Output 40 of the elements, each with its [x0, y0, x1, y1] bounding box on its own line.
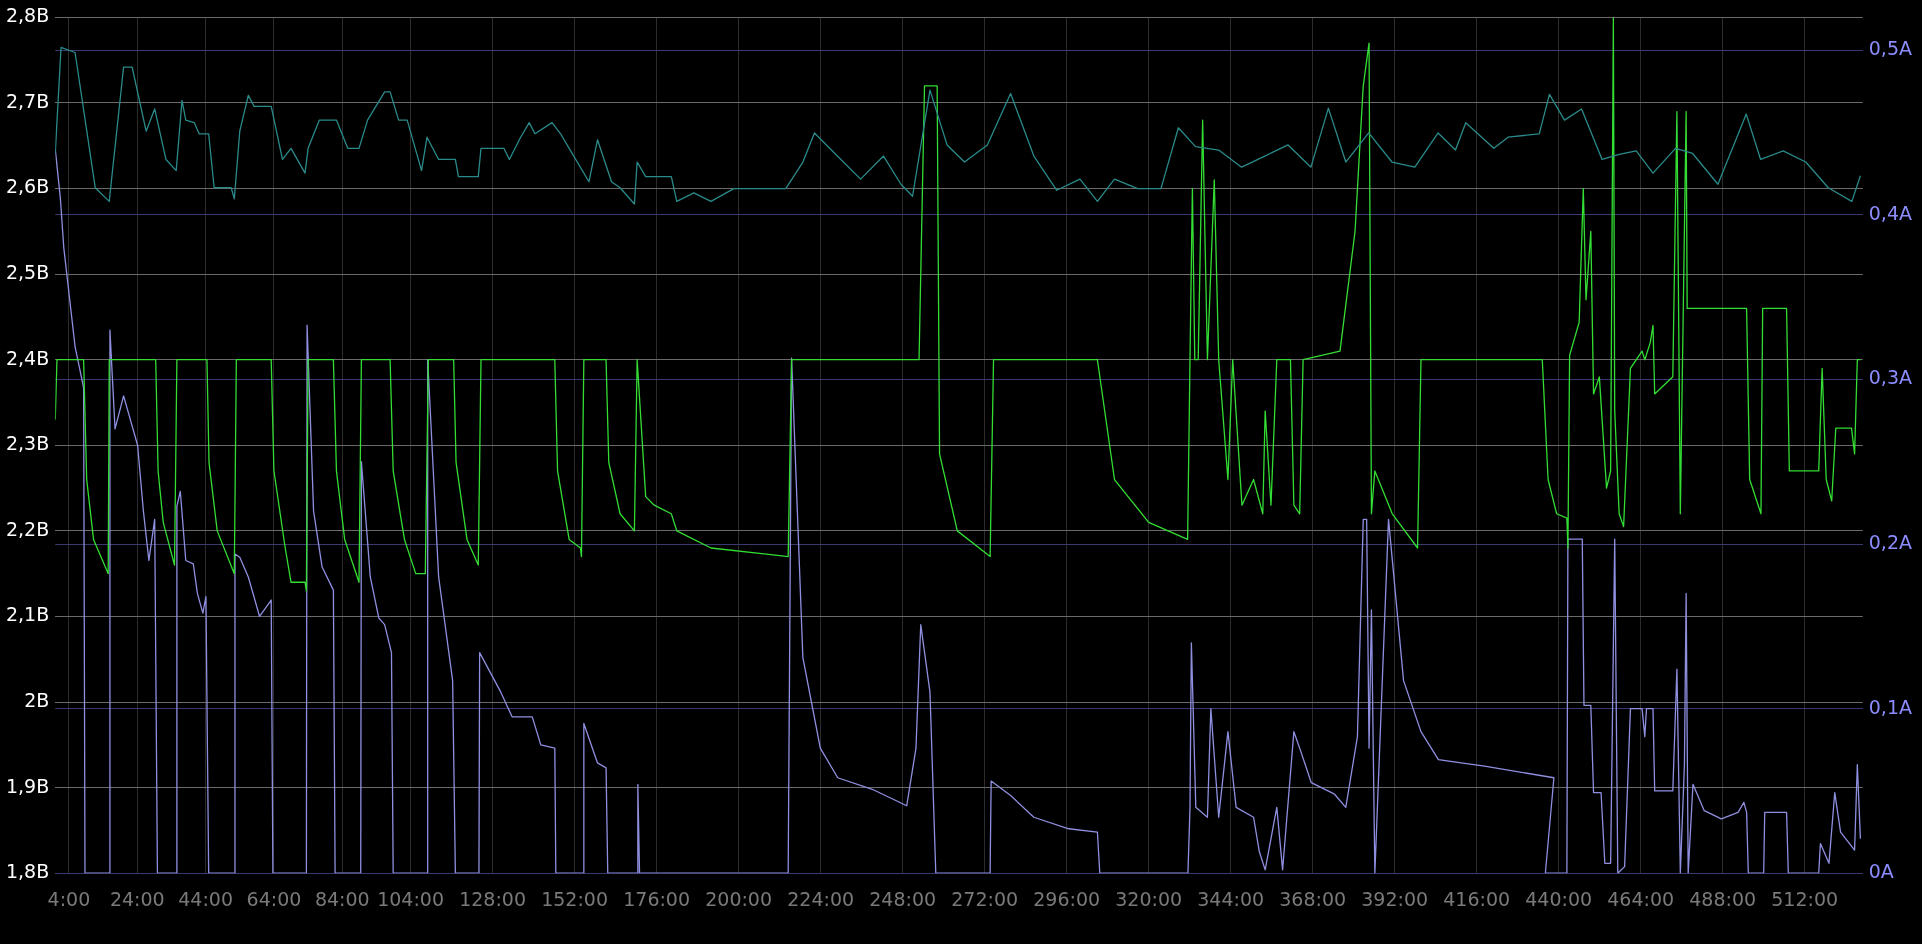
y-tick-label: 2,8В	[5, 4, 50, 27]
y-tick-label: 2,2В	[5, 517, 50, 540]
x-tick-label: 84:00	[314, 887, 370, 910]
x-tick-label: 4:00	[47, 887, 91, 910]
x-tick-label: 464:00	[1607, 887, 1675, 910]
y-tick-label: 2,5В	[5, 261, 50, 284]
y-tick-label: 2В	[24, 688, 50, 711]
y-tick-label: 2,6В	[5, 175, 50, 198]
x-tick-label: 392:00	[1361, 887, 1429, 910]
x-tick-label: 488:00	[1689, 887, 1757, 910]
x-tick-label: 104:00	[377, 887, 445, 910]
x-tick-label: 416:00	[1443, 887, 1511, 910]
x-tick-label: 248:00	[869, 887, 937, 910]
x-tick-label: 44:00	[178, 887, 233, 910]
x-tick-label: 128:00	[459, 887, 527, 910]
x-tick-label: 368:00	[1279, 887, 1347, 910]
x-tick-label: 344:00	[1197, 887, 1265, 910]
x-tick-label: 152:00	[541, 887, 609, 910]
x-tick-label: 512:00	[1771, 887, 1839, 910]
x-tick-label: 296:00	[1033, 887, 1101, 910]
y-tick-label: 1,8В	[5, 860, 50, 883]
y-tick-label: 2,3В	[5, 432, 50, 455]
x-tick-label: 64:00	[246, 887, 302, 910]
y2-tick-label: 0,1A	[1868, 695, 1912, 718]
y-tick-label: 2,1В	[5, 603, 50, 626]
y-tick-label: 2,7В	[5, 89, 50, 112]
y2-tick-label: 0,4A	[1868, 201, 1912, 224]
x-tick-label: 224:00	[787, 887, 855, 910]
x-tick-label: 24:00	[109, 887, 165, 910]
y-tick-label: 2,4В	[5, 346, 50, 369]
y2-tick-label: 0A	[1868, 860, 1894, 883]
y-tick-label: 1,9В	[5, 774, 50, 797]
x-tick-label: 272:00	[951, 887, 1019, 910]
x-tick-label: 200:00	[705, 887, 773, 910]
y2-tick-label: 0,2A	[1868, 530, 1912, 553]
x-tick-label: 320:00	[1115, 887, 1183, 910]
x-tick-label: 176:00	[623, 887, 691, 910]
y2-tick-label: 0,5A	[1868, 37, 1912, 60]
y2-tick-label: 0,3A	[1868, 366, 1912, 389]
x-tick-label: 440:00	[1525, 887, 1593, 910]
